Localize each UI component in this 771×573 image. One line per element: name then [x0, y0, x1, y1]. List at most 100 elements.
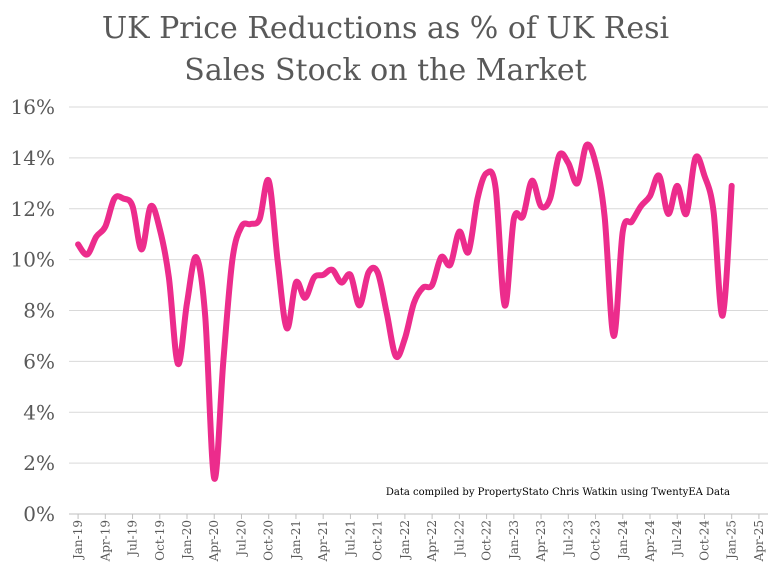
data-point	[284, 325, 290, 331]
data-point	[611, 333, 617, 339]
chart-title-line-1: UK Price Reductions as % of UK Resi	[101, 11, 670, 46]
data-point	[139, 246, 145, 252]
data-point	[647, 193, 653, 199]
data-point	[547, 196, 553, 202]
y-tick-label: 16%	[11, 95, 55, 119]
data-point	[75, 241, 81, 247]
y-axis-labels: 0% 2% 4% 6% 8% 10% 12% 14% 16%	[11, 95, 55, 526]
x-axis	[69, 513, 768, 519]
gridlines	[69, 106, 768, 464]
y-tick-label: 6%	[23, 349, 55, 373]
source-annotation: Data compiled by PropertyStato Chris Wat…	[386, 487, 730, 498]
data-point	[248, 221, 254, 227]
data-point	[502, 302, 508, 308]
x-tick-label: Jul-21	[343, 520, 357, 558]
x-tick-label: Oct-20	[262, 520, 276, 561]
data-point	[393, 353, 399, 359]
data-point	[493, 185, 499, 191]
data-point	[629, 218, 635, 224]
data-point	[257, 216, 263, 222]
data-point	[711, 208, 717, 214]
data-point	[184, 300, 190, 306]
data-point	[111, 196, 117, 202]
x-tick-label: Apr-22	[425, 520, 439, 562]
y-tick-label: 12%	[11, 197, 55, 221]
data-point	[202, 313, 208, 319]
data-point	[475, 196, 481, 202]
data-point	[638, 203, 644, 209]
data-point	[538, 203, 544, 209]
x-tick-label: Jan-24	[616, 520, 630, 561]
x-axis-labels: Jan-19 Apr-19 Jul-19 Oct-19 Jan-20 Apr-20 Jul-…	[71, 520, 766, 563]
x-tick-label: Jul-22	[452, 520, 466, 558]
x-tick-label: Jul-23	[561, 520, 575, 558]
data-point	[556, 152, 562, 158]
data-point	[511, 216, 517, 222]
data-point	[302, 295, 308, 301]
x-tick-label: Jul-20	[234, 520, 248, 558]
data-point	[574, 180, 580, 186]
data-point	[402, 335, 408, 341]
data-point	[656, 173, 662, 179]
data-point	[529, 178, 535, 184]
x-tick-label: Oct-24	[697, 520, 711, 561]
data-point	[84, 252, 90, 258]
series-line	[75, 141, 735, 482]
data-point	[520, 213, 526, 219]
x-tick-label: Jan-19	[71, 520, 85, 561]
data-point	[320, 272, 326, 278]
x-tick-label: Apr-24	[643, 520, 657, 563]
x-tick-label: Apr-20	[207, 520, 221, 562]
data-point	[683, 211, 689, 217]
data-point	[356, 302, 362, 308]
data-point	[275, 259, 281, 265]
data-point	[720, 313, 726, 319]
x-tick-label: Jan-22	[398, 520, 412, 561]
data-point	[602, 213, 608, 219]
data-point	[166, 274, 172, 280]
data-point	[674, 183, 680, 189]
x-tick-label: Jul-19	[126, 520, 140, 558]
data-point	[447, 262, 453, 268]
data-point	[229, 257, 235, 263]
data-point	[120, 196, 126, 202]
data-point	[366, 269, 372, 275]
x-tick-label: Apr-23	[534, 520, 548, 562]
data-point	[266, 178, 272, 184]
x-tick-label: Jul-24	[670, 520, 684, 558]
data-point	[729, 183, 735, 189]
x-tick-label: Jan-23	[507, 520, 521, 561]
data-point	[665, 211, 671, 217]
x-tick-label: Apr-19	[98, 520, 112, 562]
x-tick-label: Jan-25	[725, 520, 739, 561]
data-point	[102, 224, 108, 230]
data-point	[238, 224, 244, 230]
data-point	[130, 203, 136, 209]
data-point	[583, 142, 589, 148]
data-point	[429, 282, 435, 288]
data-point	[175, 361, 181, 367]
data-point	[293, 280, 299, 286]
data-point	[384, 310, 390, 316]
y-tick-label: 0%	[23, 502, 55, 526]
y-tick-label: 14%	[11, 146, 55, 170]
data-point	[375, 269, 381, 275]
data-point	[148, 203, 154, 209]
x-tick-label: Apr-21	[316, 520, 330, 562]
data-point	[347, 272, 353, 278]
y-tick-label: 8%	[23, 299, 55, 323]
data-point	[438, 254, 444, 260]
x-tick-label: Apr-25	[752, 520, 766, 562]
data-point	[593, 160, 599, 166]
data-point	[620, 229, 626, 235]
y-tick-label: 2%	[23, 451, 55, 475]
y-tick-label: 10%	[11, 248, 55, 272]
data-point	[93, 234, 99, 240]
data-point	[565, 160, 571, 166]
data-point	[465, 249, 471, 255]
data-point	[701, 173, 707, 179]
y-tick-label: 4%	[23, 400, 55, 424]
data-point	[329, 267, 335, 273]
data-point	[220, 358, 226, 364]
